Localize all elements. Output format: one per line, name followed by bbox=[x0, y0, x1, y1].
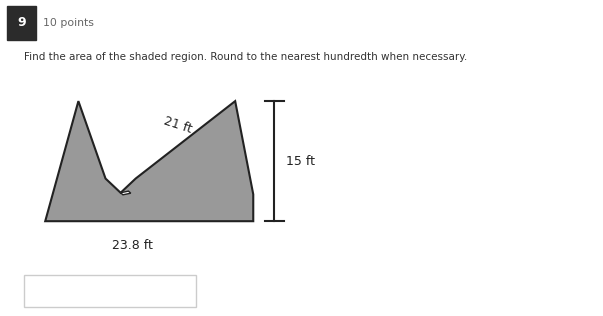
Polygon shape bbox=[45, 101, 253, 221]
Text: 9: 9 bbox=[17, 16, 26, 29]
Bar bbox=[24, 275, 196, 307]
Text: 21 ft: 21 ft bbox=[162, 114, 194, 136]
Text: type your answer...: type your answer... bbox=[31, 286, 136, 296]
Text: 23.8 ft: 23.8 ft bbox=[112, 239, 153, 252]
Text: Find the area of the shaded region. Round to the nearest hundredth when necessar: Find the area of the shaded region. Roun… bbox=[24, 52, 467, 62]
Text: 10 points: 10 points bbox=[43, 18, 94, 28]
Polygon shape bbox=[121, 191, 131, 195]
Text: 15 ft: 15 ft bbox=[286, 155, 315, 168]
Bar bbox=[7, 6, 36, 40]
